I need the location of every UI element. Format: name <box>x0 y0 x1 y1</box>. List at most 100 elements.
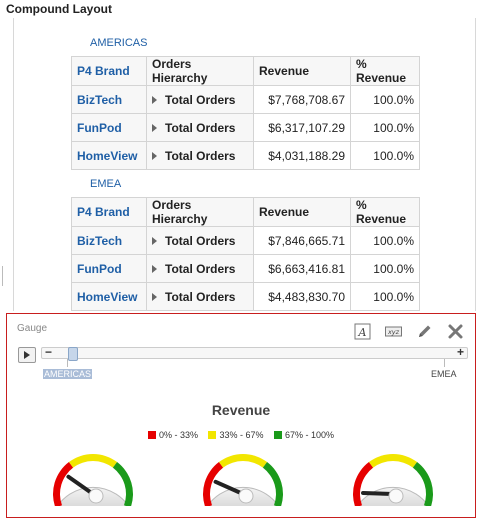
chart-title: Revenue <box>211 402 271 418</box>
section-label-americas: AMERICAS <box>90 37 148 49</box>
table-row: HomeView Total Orders $4,483,830.70 100.… <box>71 282 420 311</box>
brand-link[interactable]: HomeView <box>71 141 147 170</box>
play-button[interactable] <box>18 347 36 363</box>
expand-icon[interactable] <box>152 237 157 246</box>
gauge-2[interactable] <box>200 444 286 506</box>
orders-label: Total Orders <box>165 261 236 276</box>
gauge-panel-label: Gauge <box>17 323 48 334</box>
table-row: HomeView Total Orders $4,031,188.29 100.… <box>71 141 420 170</box>
revenue-cell: $6,317,107.29 <box>253 113 351 142</box>
gauge-hub <box>238 488 254 504</box>
gauge-band <box>353 462 374 506</box>
gauge-band <box>68 454 118 468</box>
column-header-pct-revenue: % Revenue <box>350 56 420 86</box>
legend-label: 67% - 100% <box>285 430 335 440</box>
gauge-panel: Gauge A xyz − + AMERICAS EMEA Revenue 0%… <box>6 313 476 518</box>
expand-icon[interactable] <box>152 124 157 133</box>
slider-plus-icon[interactable]: + <box>456 345 464 359</box>
pct-revenue-cell: 100.0% <box>350 141 420 170</box>
column-header-revenue: Revenue <box>253 197 351 227</box>
column-header-brand: P4 Brand <box>71 56 147 86</box>
slider-minus-icon[interactable]: − <box>45 345 53 359</box>
orders-cell[interactable]: Total Orders <box>146 254 254 283</box>
orders-cell[interactable]: Total Orders <box>146 141 254 170</box>
revenue-cell: $4,031,188.29 <box>253 141 351 170</box>
slider-label-americas[interactable]: AMERICAS <box>43 369 93 379</box>
orders-label: Total Orders <box>165 120 236 135</box>
column-header-revenue: Revenue <box>253 56 351 86</box>
expand-icon[interactable] <box>152 152 157 161</box>
chart-legend: 0% - 33% 33% - 67% 67% - 100% <box>7 430 475 440</box>
brand-link[interactable]: HomeView <box>71 282 147 311</box>
gauge-band <box>112 462 133 506</box>
pivot-table-americas: P4 Brand Orders Hierarchy Revenue % Reve… <box>71 56 420 170</box>
column-header-orders: Orders Hierarchy <box>146 197 254 227</box>
gauge-needle <box>361 490 395 496</box>
gauge-band <box>218 454 268 468</box>
gauge-band <box>412 462 433 506</box>
orders-label: Total Orders <box>165 233 236 248</box>
gauge-band <box>203 462 224 506</box>
gauge-band <box>53 462 74 506</box>
gauge-needle <box>213 479 245 496</box>
revenue-cell: $7,768,708.67 <box>253 85 351 114</box>
table-row: BizTech Total Orders $7,768,708.67 100.0… <box>71 85 420 114</box>
orders-cell[interactable]: Total Orders <box>146 85 254 114</box>
column-header-pct-revenue: % Revenue <box>350 197 420 227</box>
slider-track[interactable]: − + <box>41 345 468 361</box>
legend-item: 0% - 33% <box>147 430 198 440</box>
column-header-orders: Orders Hierarchy <box>146 56 254 86</box>
section-label-emea: EMEA <box>90 178 122 190</box>
revenue-cell: $6,663,416.81 <box>253 254 351 283</box>
slider-thumb[interactable] <box>68 347 78 361</box>
svg-text:xyz: xyz <box>387 328 400 336</box>
pct-revenue-cell: 100.0% <box>350 113 420 142</box>
brand-link[interactable]: FunPod <box>71 113 147 142</box>
legend-swatch-red <box>147 431 156 439</box>
brand-link[interactable]: FunPod <box>71 254 147 283</box>
brand-link[interactable]: BizTech <box>71 85 147 114</box>
legend-label: 0% - 33% <box>158 430 198 440</box>
gauge-3[interactable] <box>350 444 436 506</box>
slider-label-emea[interactable]: EMEA <box>431 369 457 379</box>
legend-swatch-green <box>274 431 283 439</box>
orders-cell[interactable]: Total Orders <box>146 282 254 311</box>
pct-revenue-cell: 100.0% <box>350 282 420 311</box>
table-row: FunPod Total Orders $6,317,107.29 100.0% <box>71 113 420 142</box>
revenue-cell: $4,483,830.70 <box>253 282 351 311</box>
expand-icon[interactable] <box>152 265 157 274</box>
gauge-hub <box>388 488 404 504</box>
gauge-1[interactable] <box>50 444 136 506</box>
pct-revenue-cell: 100.0% <box>350 85 420 114</box>
pct-revenue-cell: 100.0% <box>350 254 420 283</box>
orders-label: Total Orders <box>165 289 236 304</box>
text-format-icon[interactable]: A <box>354 323 371 340</box>
gauge-needle <box>66 474 95 496</box>
close-icon[interactable] <box>447 323 464 340</box>
expand-icon[interactable] <box>152 293 157 302</box>
legend-item: 33% - 67% <box>208 430 264 440</box>
slider-tick <box>444 359 445 367</box>
orders-cell[interactable]: Total Orders <box>146 226 254 255</box>
expand-icon[interactable] <box>152 96 157 105</box>
pencil-icon[interactable] <box>416 323 433 340</box>
brand-link[interactable]: BizTech <box>71 226 147 255</box>
page-title: Compound Layout <box>6 2 112 16</box>
revenue-cell: $7,846,665.71 <box>253 226 351 255</box>
pivot-table-emea: P4 Brand Orders Hierarchy Revenue % Reve… <box>71 197 420 311</box>
table-row: BizTech Total Orders $7,846,665.71 100.0… <box>71 226 420 255</box>
slider-tick <box>67 359 68 367</box>
scroll-marker <box>2 266 3 286</box>
column-header-brand: P4 Brand <box>71 197 147 227</box>
legend-item: 67% - 100% <box>274 430 334 440</box>
orders-label: Total Orders <box>165 92 236 107</box>
gauge-band <box>262 462 283 506</box>
svg-text:A: A <box>358 326 367 339</box>
pct-revenue-cell: 100.0% <box>350 226 420 255</box>
orders-cell[interactable]: Total Orders <box>146 113 254 142</box>
gauge-band <box>368 454 418 468</box>
layout-frame <box>13 18 476 311</box>
legend-swatch-yellow <box>208 431 217 439</box>
table-row: FunPod Total Orders $6,663,416.81 100.0% <box>71 254 420 283</box>
xyz-icon[interactable]: xyz <box>385 323 402 340</box>
